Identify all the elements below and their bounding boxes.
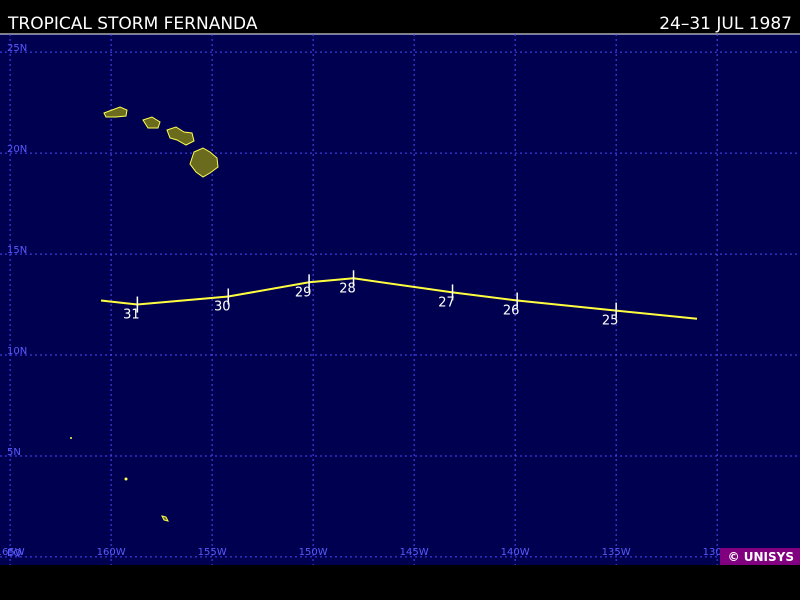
day-label: 28 (339, 281, 356, 296)
islet (161, 515, 169, 522)
title: TROPICAL STORM FERNANDA (7, 14, 258, 34)
lat-label: 20N (7, 144, 27, 155)
lat-label: EQ (7, 548, 21, 559)
day-label: 31 (123, 308, 140, 323)
lon-label: 135W (602, 547, 631, 558)
lon-label: 130W (703, 547, 732, 558)
lat-label: 15N (7, 245, 27, 256)
islet (124, 477, 128, 481)
ocean (0, 34, 800, 565)
lon-label: 155W (198, 547, 227, 558)
dates: 24–31 JUL 1987 (659, 14, 792, 34)
islet (70, 437, 72, 439)
credit-box (720, 548, 800, 565)
day-label: 27 (438, 295, 455, 310)
credit: © UNISYS (728, 550, 794, 564)
day-label: 30 (214, 299, 231, 314)
lat-label: 25N (7, 43, 27, 54)
lat-label: 10N (7, 346, 27, 357)
lat-label: 5N (7, 447, 21, 458)
islands (70, 106, 219, 522)
island (103, 106, 128, 118)
lon-label: 165W (0, 547, 25, 558)
lon-label: 140W (501, 547, 530, 558)
day-label: 26 (503, 304, 520, 319)
lon-label: 150W (299, 547, 328, 558)
track-layer: 25 26 27 28 29 30 31 (100, 270, 698, 329)
lon-label: 145W (400, 547, 429, 558)
island (142, 116, 161, 129)
day-label: 25 (602, 314, 619, 329)
lon-label: 160W (97, 547, 126, 558)
island (189, 147, 219, 178)
day-label: 29 (295, 285, 312, 300)
island (166, 126, 195, 146)
